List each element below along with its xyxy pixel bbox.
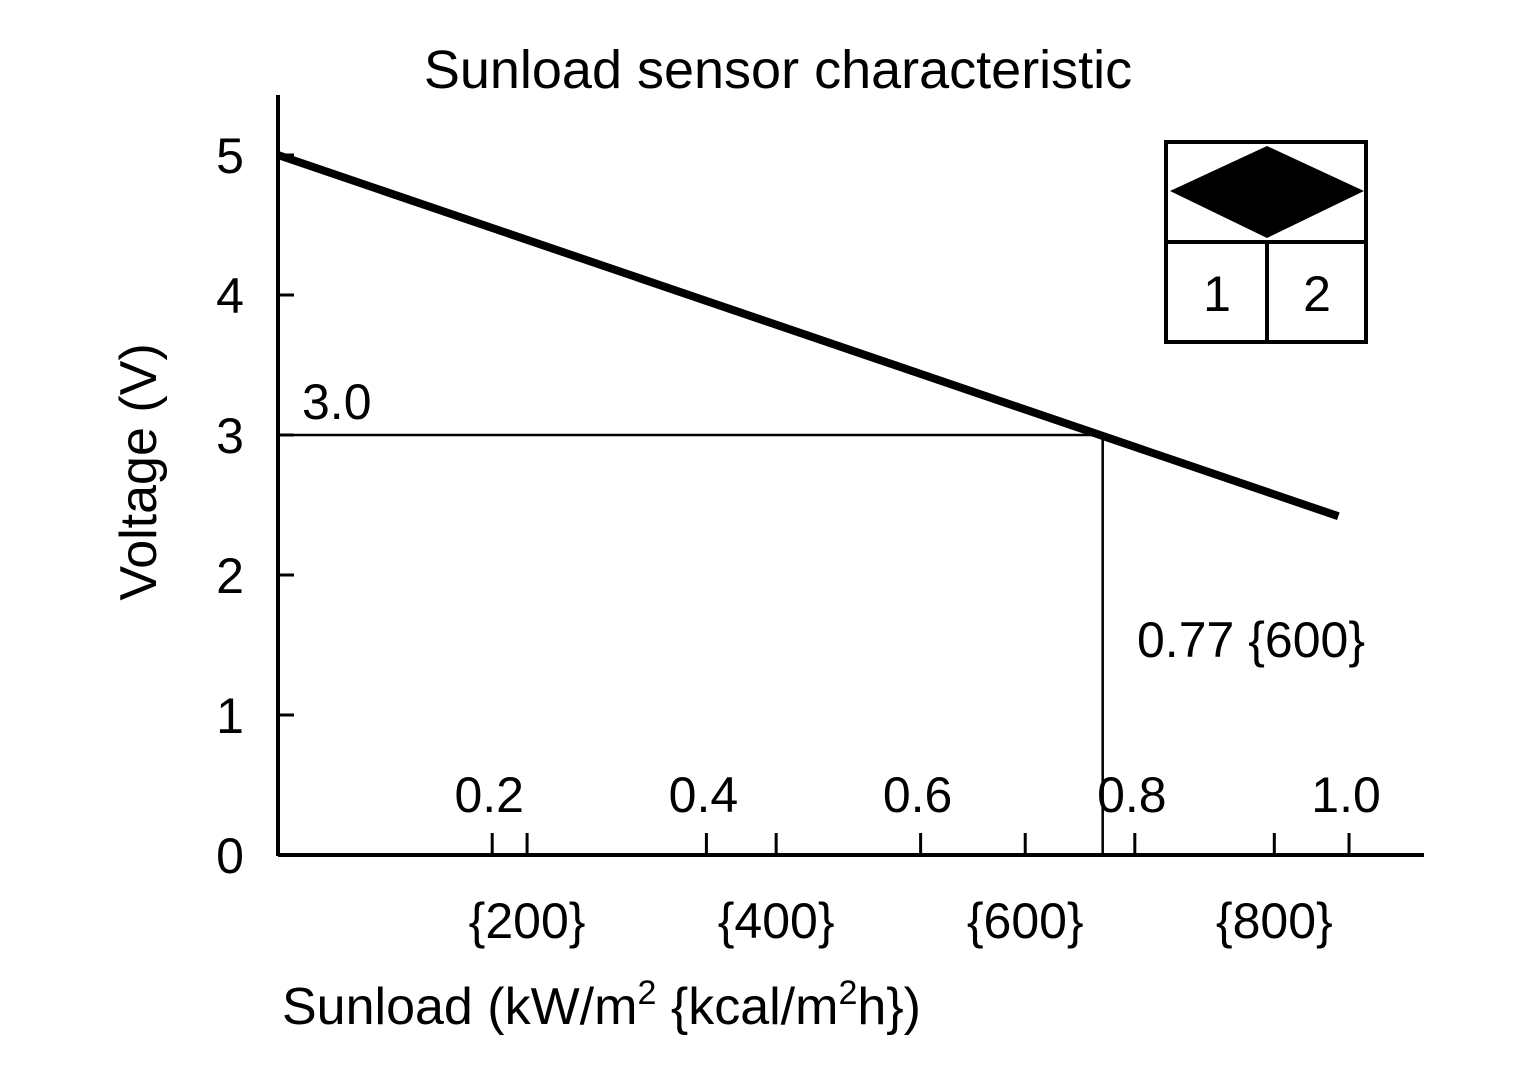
x-tick-label: 0.2 — [454, 767, 524, 823]
x2-tick-label: {200} — [469, 893, 586, 949]
y-tick-label: 2 — [216, 548, 244, 604]
y-axis-ticks: 0 1 2 3 4 5 — [216, 128, 294, 884]
connector-pin-2: 2 — [1303, 266, 1331, 322]
series-group — [276, 151, 1340, 520]
y-axis-label: Voltage (V) — [110, 343, 168, 600]
reference-lines — [278, 433, 1104, 855]
x2-tick-label: {800} — [1216, 893, 1333, 949]
x-axis-label: Sunload (kW/m2 {kcal/m2h}) — [282, 974, 921, 1036]
annotation-x-value: 0.77 {600} — [1137, 612, 1365, 668]
y-tick-label: 3 — [216, 408, 244, 464]
annotation-y-value: 3.0 — [302, 374, 372, 430]
connector-diamond-icon — [1170, 146, 1364, 238]
x2-tick-label: {400} — [718, 893, 835, 949]
x2-tick-label: {600} — [967, 893, 1084, 949]
y-tick-label: 4 — [216, 268, 244, 324]
y-tick-label: 5 — [216, 128, 244, 184]
x-axis-ticks: 0.2 0.4 0.6 0.8 1.0 — [454, 767, 1381, 855]
y-tick-label: 0 — [216, 828, 244, 884]
x-tick-label: 0.6 — [883, 767, 953, 823]
x-tick-label: 0.4 — [669, 767, 739, 823]
y-tick-label: 1 — [216, 688, 244, 744]
x-tick-label: 0.8 — [1097, 767, 1167, 823]
series-line — [276, 151, 1340, 520]
x-tick-label: 1.0 — [1311, 767, 1381, 823]
connector-pin-1: 1 — [1203, 266, 1231, 322]
connector-icon: 1 2 — [1164, 140, 1368, 344]
chart-title: Sunload sensor characteristic — [424, 40, 1132, 100]
x-axis-secondary-ticks: {200} {400} {600} {800} — [469, 833, 1333, 949]
